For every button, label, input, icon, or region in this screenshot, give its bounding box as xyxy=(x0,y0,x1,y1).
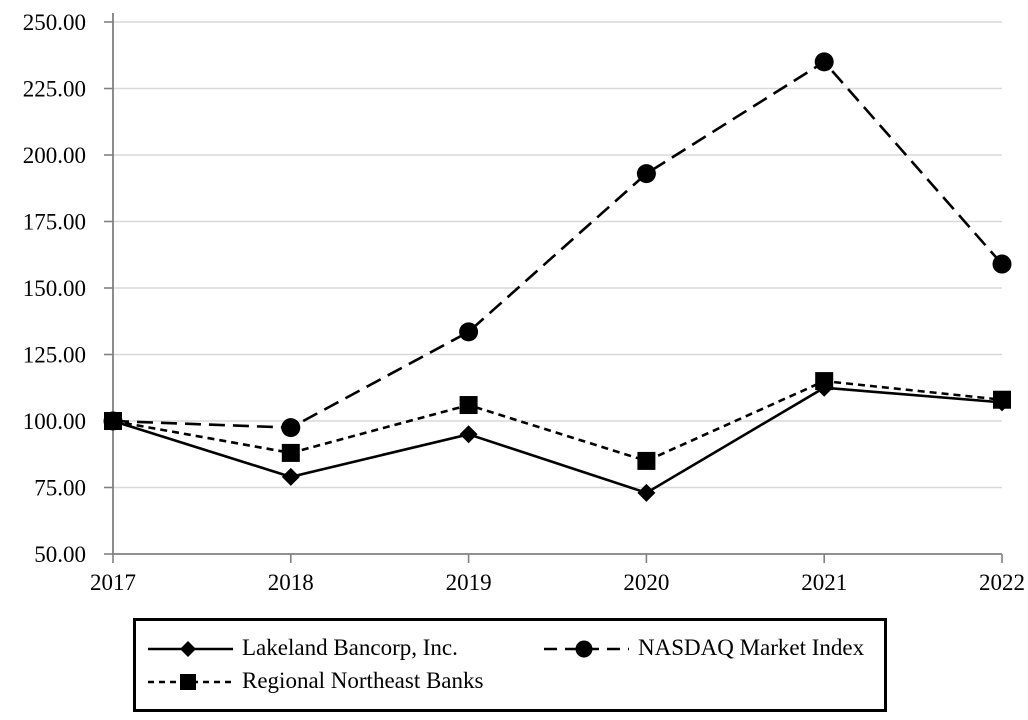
legend-diamond-line-icon xyxy=(148,640,233,657)
svg-text:75.00: 75.00 xyxy=(34,476,86,501)
svg-text:2019: 2019 xyxy=(446,570,492,595)
legend-label-lakeland-bancorp: Lakeland Bancorp, Inc. xyxy=(242,635,458,660)
legend-item-lakeland-bancorp: Lakeland Bancorp, Inc. xyxy=(148,634,544,663)
svg-text:225.00: 225.00 xyxy=(23,77,86,102)
svg-text:2020: 2020 xyxy=(623,570,669,595)
svg-text:2017: 2017 xyxy=(90,570,136,595)
svg-text:175.00: 175.00 xyxy=(23,210,86,235)
legend-item-nasdaq-index: NASDAQ Market Index xyxy=(544,634,876,663)
svg-text:150.00: 150.00 xyxy=(23,276,86,301)
svg-text:2022: 2022 xyxy=(979,570,1025,595)
svg-text:2021: 2021 xyxy=(801,570,847,595)
svg-text:125.00: 125.00 xyxy=(23,343,86,368)
legend-circle-line-icon xyxy=(544,640,629,657)
chart-legend: Lakeland Bancorp, Inc. NASDAQ Market Ind… xyxy=(133,618,887,712)
legend-square-line-icon xyxy=(148,673,233,690)
svg-text:250.00: 250.00 xyxy=(23,10,86,35)
svg-text:200.00: 200.00 xyxy=(23,143,86,168)
legend-item-regional-northeast-banks: Regional Northeast Banks xyxy=(148,667,544,696)
svg-text:100.00: 100.00 xyxy=(23,409,86,434)
legend-label-regional-northeast-banks: Regional Northeast Banks xyxy=(242,668,484,693)
svg-text:50.00: 50.00 xyxy=(34,542,86,567)
svg-text:2018: 2018 xyxy=(268,570,314,595)
legend-label-nasdaq-index: NASDAQ Market Index xyxy=(638,635,865,660)
performance-line-chart: 50.00 75.00 100.00 125.00 150.00 175.00 200.00… xyxy=(23,10,1025,595)
